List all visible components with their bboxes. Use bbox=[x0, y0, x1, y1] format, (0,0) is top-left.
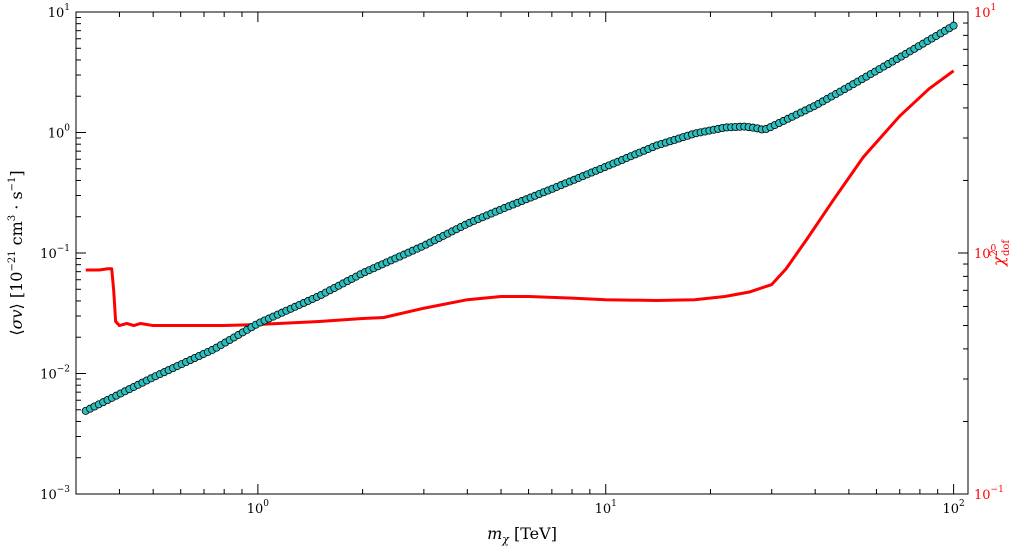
x-axis-label: mχ [TeV] bbox=[487, 524, 557, 546]
right-tick-label: 100 bbox=[974, 244, 997, 262]
right-tick-label: 10−1 bbox=[974, 485, 1004, 503]
x-tick-label: 102 bbox=[942, 499, 964, 517]
left-axis-label: ⟨σv⟩ [10−21 cm3 · s−1] bbox=[7, 170, 26, 335]
right-tick-label: 101 bbox=[974, 3, 996, 21]
chi2-dof-line bbox=[85, 69, 955, 328]
curve-layer bbox=[85, 69, 955, 328]
right-axis-label: χ2dof bbox=[989, 239, 1012, 268]
marker-layer bbox=[81, 21, 958, 415]
left-tick-label: 10−3 bbox=[40, 485, 70, 503]
x-tick-label: 100 bbox=[247, 499, 270, 517]
left-tick-label: 10−1 bbox=[40, 244, 70, 262]
svg-text:⟨σv⟩ [10−21 cm3 · s−1]: ⟨σv⟩ [10−21 cm3 · s−1] bbox=[7, 170, 26, 335]
plot-frame bbox=[75, 11, 969, 495]
left-tick-label: 101 bbox=[48, 3, 70, 21]
left-tick-label: 10−2 bbox=[40, 365, 70, 383]
tick-layer: 100 101 102 10−3 10−2 10−1 100 101 10−1 100 101 bbox=[40, 3, 1004, 517]
sigma-v-marker bbox=[949, 21, 958, 30]
svg-text:χ2dof: χ2dof bbox=[989, 239, 1012, 268]
x-tick-label: 101 bbox=[595, 499, 617, 517]
left-tick-label: 100 bbox=[48, 124, 71, 142]
